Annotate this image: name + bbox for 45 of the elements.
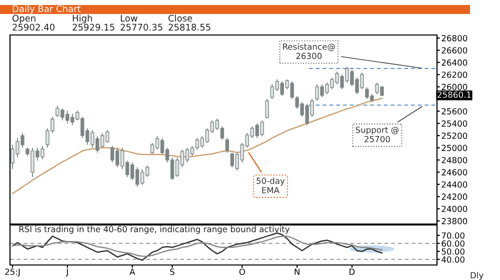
candlestick bbox=[265, 98, 269, 120]
text: High bbox=[72, 14, 92, 24]
y-tick-label: 60.00 bbox=[442, 240, 464, 247]
y-tick-label: 24800 bbox=[442, 156, 468, 164]
y-tick-label: 26800 bbox=[442, 35, 468, 42]
y-tick-label: 26400 bbox=[442, 59, 468, 66]
y-tick-label: 25400 bbox=[442, 120, 468, 127]
y-tick-label: 40.00 bbox=[442, 256, 464, 263]
y-tick-label: 23800 bbox=[442, 218, 468, 224]
x-tick-label: N bbox=[294, 268, 300, 275]
x-tick-label: 25:J bbox=[5, 268, 20, 276]
candlestick bbox=[225, 138, 230, 154]
text: Close bbox=[168, 14, 192, 22]
x-tick-label: J bbox=[66, 268, 68, 276]
annotation: 50-day EMA bbox=[256, 178, 285, 194]
line-series bbox=[12, 236, 383, 257]
x-tick-label: D bbox=[350, 268, 355, 275]
y-tick-label: 26200 bbox=[442, 72, 468, 78]
text: 25818.55 bbox=[168, 24, 210, 31]
x-tick-label: S bbox=[170, 268, 174, 275]
y-tick-label: 24600 bbox=[442, 169, 468, 176]
y-tick-label: 26000 bbox=[442, 84, 468, 90]
chart-title: Daily Bar Chart bbox=[12, 5, 81, 14]
text: 25929.15 bbox=[72, 24, 114, 31]
text: Low bbox=[120, 14, 138, 22]
x-tick-label: O bbox=[239, 268, 245, 275]
y-tick-label: 24400 bbox=[442, 181, 468, 188]
y-tick-label: 24200 bbox=[442, 194, 468, 200]
line-series bbox=[12, 232, 383, 261]
y-tick-label: 26600 bbox=[442, 47, 468, 54]
text: Open bbox=[12, 14, 36, 24]
y-tick-label: 24000 bbox=[442, 206, 468, 212]
y-tick-label: 50.00 bbox=[442, 248, 464, 255]
x-tick-label: A bbox=[130, 268, 136, 275]
y-tick-label: 25200 bbox=[442, 132, 468, 139]
y-tick-label: 25600 bbox=[442, 108, 468, 114]
y-tick-label: 25000 bbox=[442, 144, 468, 152]
text: Dly bbox=[470, 272, 484, 280]
text: 25860.1 bbox=[438, 91, 471, 98]
y-tick-label: 70.00 bbox=[442, 232, 464, 239]
text: 25770.35 bbox=[120, 24, 162, 31]
ref-line-label: Support @ 25700 bbox=[356, 126, 399, 142]
chart-title: RSI is trading in the 40-60 range, indicating range bound activity bbox=[19, 226, 290, 234]
ref-line-label: Resistance@ 26300 bbox=[283, 43, 335, 60]
text: 25902.40 bbox=[12, 24, 54, 31]
